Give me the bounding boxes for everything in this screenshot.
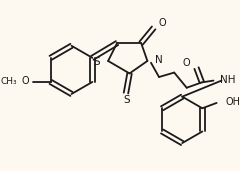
Text: S: S: [93, 57, 100, 67]
Text: O: O: [183, 58, 190, 68]
Text: NH: NH: [220, 75, 235, 85]
Text: O: O: [158, 18, 166, 28]
Text: S: S: [124, 95, 130, 105]
Text: CH₃: CH₃: [0, 77, 17, 86]
Text: O: O: [22, 76, 29, 86]
Text: N: N: [156, 55, 163, 65]
Text: OH: OH: [226, 97, 240, 107]
